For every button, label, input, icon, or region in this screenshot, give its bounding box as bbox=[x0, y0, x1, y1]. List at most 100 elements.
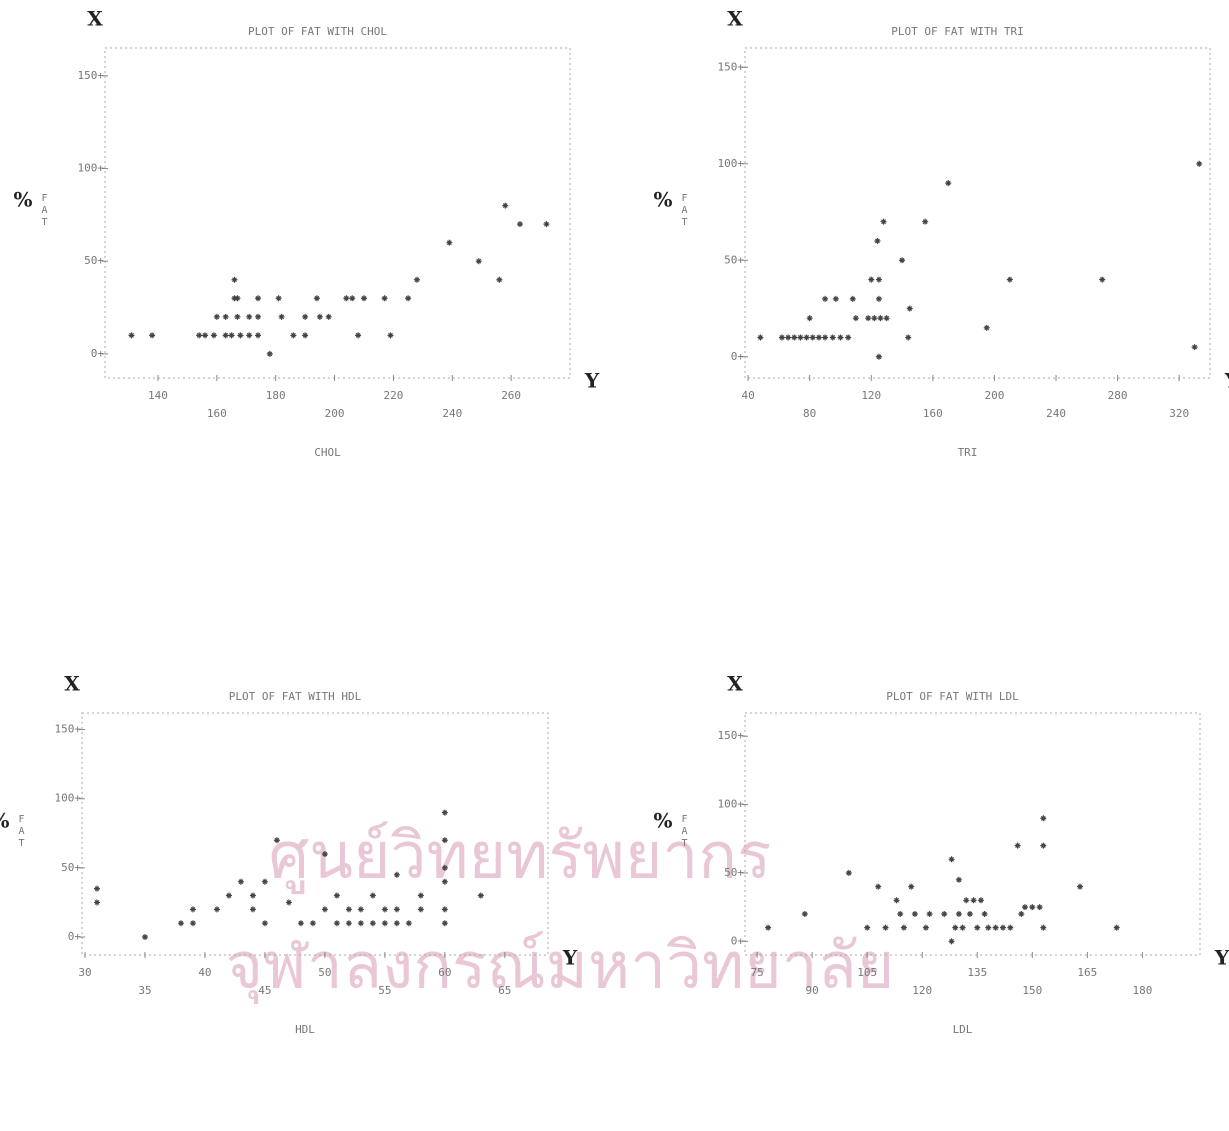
x-axis-label: CHOL bbox=[314, 446, 341, 459]
point bbox=[1021, 904, 1028, 911]
point bbox=[845, 869, 852, 876]
annotation-y: Y bbox=[562, 946, 578, 970]
x-tick-label: 280 bbox=[1108, 389, 1128, 402]
point bbox=[985, 924, 992, 931]
point bbox=[417, 906, 424, 913]
point bbox=[357, 906, 364, 913]
point bbox=[1036, 904, 1043, 911]
point bbox=[999, 924, 1006, 931]
point bbox=[93, 885, 100, 892]
point bbox=[475, 258, 482, 265]
x-tick-label: 150 bbox=[1022, 984, 1042, 997]
plot-frame bbox=[104, 47, 571, 379]
point bbox=[141, 934, 148, 941]
point bbox=[255, 295, 262, 302]
point bbox=[355, 332, 362, 339]
point bbox=[959, 924, 966, 931]
point bbox=[852, 315, 859, 322]
x-tick-label: 180 bbox=[1132, 984, 1152, 997]
point bbox=[974, 924, 981, 931]
annotation-x: X bbox=[727, 672, 743, 696]
point bbox=[333, 892, 340, 899]
point bbox=[222, 313, 229, 320]
point bbox=[922, 218, 929, 225]
chart-title: PLOT OF FAT WITH CHOL bbox=[248, 25, 387, 38]
point bbox=[906, 305, 913, 312]
x-tick-label: 65 bbox=[498, 984, 511, 997]
point bbox=[1007, 924, 1014, 931]
x-tick-label: 140 bbox=[148, 389, 168, 402]
point bbox=[875, 295, 882, 302]
point bbox=[413, 276, 420, 283]
point bbox=[302, 332, 309, 339]
point bbox=[275, 295, 282, 302]
annotation-percent: % bbox=[653, 188, 672, 212]
point bbox=[273, 837, 280, 844]
point bbox=[345, 906, 352, 913]
point bbox=[1196, 160, 1203, 167]
point bbox=[765, 924, 772, 931]
point bbox=[360, 295, 367, 302]
point bbox=[237, 878, 244, 885]
point bbox=[875, 276, 882, 283]
point bbox=[261, 920, 268, 927]
point bbox=[822, 334, 829, 341]
point bbox=[899, 257, 906, 264]
point bbox=[249, 892, 256, 899]
point bbox=[1040, 842, 1047, 849]
point bbox=[128, 332, 135, 339]
point bbox=[496, 276, 503, 283]
y-tick-label: 100+ bbox=[55, 792, 82, 805]
y-tick-label: 50+ bbox=[724, 866, 744, 879]
point bbox=[1014, 842, 1021, 849]
point bbox=[1191, 344, 1198, 351]
x-tick-label: 45 bbox=[258, 984, 271, 997]
point bbox=[871, 315, 878, 322]
x-tick-label: 40 bbox=[741, 389, 754, 402]
point bbox=[785, 334, 792, 341]
y-tick-label: 50+ bbox=[724, 253, 744, 266]
annotation-y: Y bbox=[1224, 369, 1229, 393]
point bbox=[981, 910, 988, 917]
x-tick-label: 35 bbox=[138, 984, 151, 997]
point bbox=[325, 313, 332, 320]
annotation-percent: % bbox=[653, 809, 672, 833]
x-tick-label: 160 bbox=[207, 407, 227, 420]
point bbox=[1040, 815, 1047, 822]
y-axis-label: FAT bbox=[679, 814, 690, 850]
point bbox=[321, 906, 328, 913]
point bbox=[297, 920, 304, 927]
point bbox=[900, 924, 907, 931]
x-tick-label: 260 bbox=[501, 389, 521, 402]
chart-title: PLOT OF FAT WITH TRI bbox=[891, 25, 1023, 38]
point bbox=[868, 276, 875, 283]
point bbox=[202, 332, 209, 339]
point bbox=[321, 851, 328, 858]
y-tick-label: 150+ bbox=[718, 729, 745, 742]
y-tick-label: 0+ bbox=[68, 930, 82, 943]
point bbox=[477, 892, 484, 899]
point bbox=[778, 334, 785, 341]
point bbox=[970, 897, 977, 904]
point bbox=[417, 892, 424, 899]
point bbox=[222, 332, 229, 339]
point bbox=[883, 315, 890, 322]
x-tick-label: 320 bbox=[1169, 407, 1189, 420]
point bbox=[266, 350, 273, 357]
point bbox=[864, 924, 871, 931]
point bbox=[369, 892, 376, 899]
plot-frame bbox=[81, 712, 549, 956]
x-tick-label: 75 bbox=[750, 966, 763, 979]
point bbox=[381, 906, 388, 913]
point bbox=[905, 334, 912, 341]
point bbox=[875, 353, 882, 360]
point bbox=[874, 237, 881, 244]
point bbox=[948, 938, 955, 945]
x-tick-label: 90 bbox=[806, 984, 819, 997]
y-axis-label: FAT bbox=[39, 193, 50, 229]
point bbox=[757, 334, 764, 341]
point bbox=[809, 334, 816, 341]
chart-title: PLOT OF FAT WITH HDL bbox=[229, 690, 362, 703]
point bbox=[313, 295, 320, 302]
x-tick-label: 135 bbox=[967, 966, 987, 979]
